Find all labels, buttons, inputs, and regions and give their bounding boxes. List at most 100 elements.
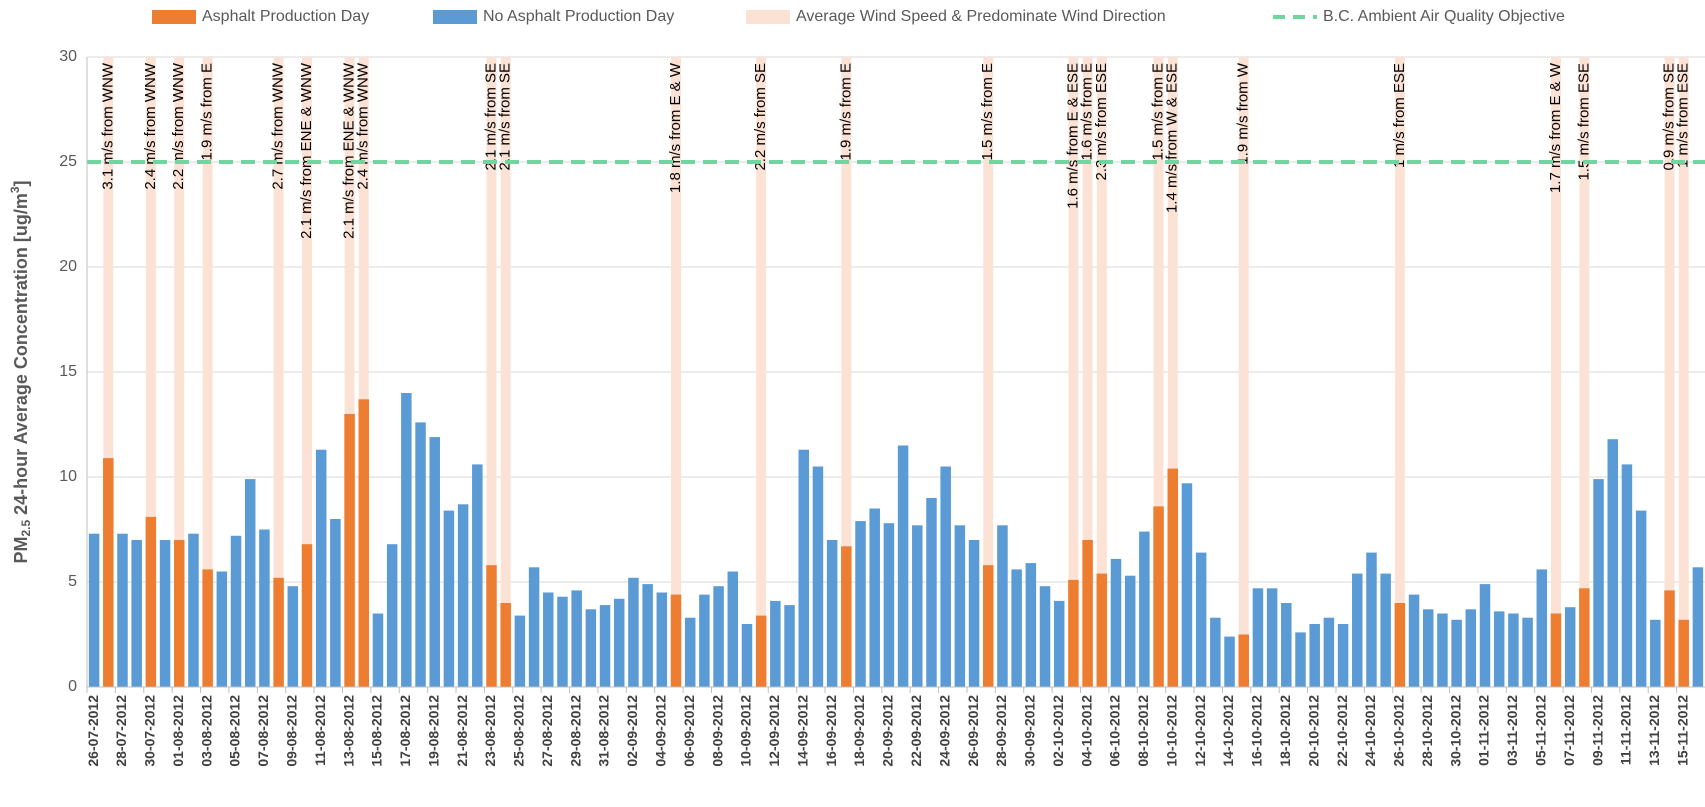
x-tick-label: 26-07-2012 [85,695,101,767]
bar [88,533,100,687]
bar [954,525,966,687]
legend-swatch [746,10,790,24]
x-tick-label: 14-09-2012 [794,695,810,767]
bar [1323,617,1335,687]
bar [486,565,497,687]
x-tick-label: 21-08-2012 [454,695,470,767]
legend-label: Average Wind Speed & Predominate Wind Di… [796,8,1166,25]
bar [287,586,299,687]
x-tick-label: 22-09-2012 [908,695,924,767]
bar [1408,594,1420,687]
x-tick-label: 23-08-2012 [482,695,498,767]
bar [897,445,909,687]
bar [1550,613,1562,687]
x-tick-label: 15-08-2012 [369,695,385,767]
bar [912,525,923,687]
bar [188,533,199,687]
x-tick-label: 30-07-2012 [142,695,158,767]
x-tick-label: 24-10-2012 [1362,695,1378,767]
x-tick-label: 10-10-2012 [1163,695,1179,767]
bar [273,577,284,687]
wind-label: 2.1 m/s from SE [497,63,514,171]
wind-band [1551,57,1561,687]
y-axis-title-part: 24-hour Average Concentration [ug/m [11,193,31,520]
bar [1025,563,1037,687]
wind-label: 2.2 m/s from WNW [170,62,187,190]
bar [940,466,951,687]
bar [457,504,469,687]
x-tick-label: 29-08-2012 [567,695,583,767]
bar [1039,586,1051,687]
wind-band [145,57,156,687]
wind-label: 1.9 m/s from W [1235,62,1252,165]
x-tick-label: 18-09-2012 [851,695,867,767]
wind-label: 1.5 m/s from E [979,63,996,161]
y-tick-label: 5 [68,573,77,590]
bar [1465,609,1477,687]
bar [755,615,767,687]
bar [1181,483,1193,687]
bar [1309,624,1320,687]
wind-band [671,57,681,687]
bar [1124,575,1136,687]
bar [1011,569,1022,687]
legend-swatch [152,10,196,24]
x-tick-label: 22-10-2012 [1334,695,1350,767]
x-tick-label: 04-10-2012 [1078,695,1094,767]
legend-swatch [433,10,477,24]
bar [841,546,852,687]
x-tick-label: 13-08-2012 [340,695,356,767]
x-tick-label: 11-08-2012 [312,695,328,766]
bar [386,544,398,687]
wind-label: 1.4 m/s from W & ESE [1164,63,1181,213]
y-axis-title-part: ] [11,180,31,186]
legend-label: No Asphalt Production Day [483,8,674,25]
x-tick-label: 20-09-2012 [880,695,896,767]
y-axis-title-part: 3 [8,186,22,193]
x-tick-label: 01-11-2012 [1476,695,1492,766]
wind-band [1238,57,1249,687]
wind-band [302,57,312,687]
bar [301,544,313,687]
x-tick-label: 14-10-2012 [1220,695,1236,767]
wind-label: 2.4 m/s from WNW [355,62,372,190]
bar [1422,609,1434,687]
wind-band [273,57,284,687]
y-tick-label: 20 [59,258,77,275]
wind-label: 1 m/s from ESE [1391,63,1408,168]
wind-band [1096,57,1107,687]
bar [812,466,824,687]
bar [1493,611,1505,687]
bar [926,498,937,687]
wind-label: 1.8 m/s from E & W [667,62,684,193]
x-tick-label: 08-10-2012 [1135,695,1151,767]
x-tick-label: 26-09-2012 [965,695,981,767]
wind-label: 1.5 m/s from ESE [1575,63,1592,181]
bar [1664,590,1675,687]
bar [1110,558,1122,687]
bar [1692,567,1704,687]
bar [1621,464,1633,687]
y-axis-title-part: PM [11,537,31,564]
bar [500,603,511,687]
bar [628,577,639,687]
bar [1451,619,1462,687]
bar [1167,468,1179,687]
bar [1564,607,1576,687]
y-axis-title: PM2.5 24-hour Average Concentration [ug/… [8,180,33,563]
wind-label: 0.9 m/s from SE [1660,63,1677,171]
wind-band [756,57,767,687]
x-tick-label: 05-08-2012 [227,695,243,767]
bar [543,592,554,687]
x-tick-label: 16-09-2012 [823,695,839,767]
bar [784,605,795,687]
bar [1366,552,1377,687]
x-tick-label: 10-09-2012 [738,695,754,767]
bar [401,393,412,687]
x-tick-label: 20-10-2012 [1305,695,1321,767]
y-tick-label: 30 [59,48,77,65]
x-tick-label: 26-10-2012 [1391,695,1407,767]
x-tick-label: 08-09-2012 [709,695,725,767]
x-tick-label: 30-10-2012 [1447,695,1463,767]
x-tick-label: 09-08-2012 [284,695,300,767]
